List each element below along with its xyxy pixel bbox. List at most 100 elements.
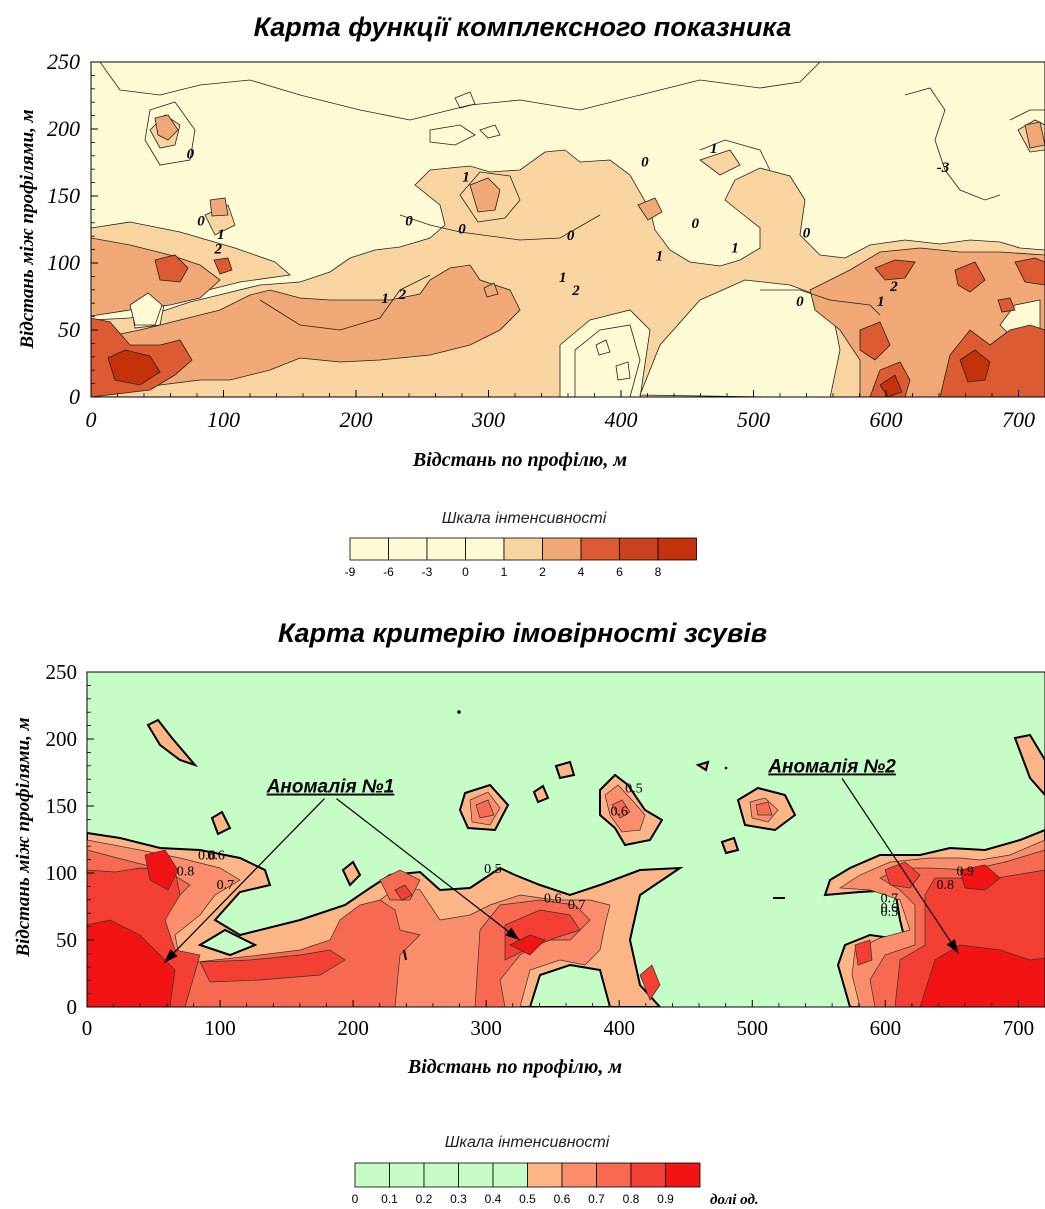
anomaly-label-2: Аномалія №2 [767,757,896,778]
plot1-y-tick-label: 200 [47,116,80,141]
contour-label: 2 [213,242,222,258]
colorbar-tick-label: -9 [345,565,356,579]
contour-label: 0 [796,294,804,310]
colorbar-tick-label: 0.9 [657,1192,674,1206]
x-axis-label-2: Відстань по профілю, м [407,1056,623,1078]
colorbar-swatch [465,537,505,561]
annotation-arrowhead [505,927,520,940]
colorbar-tick-label: 0.8 [623,1192,640,1206]
contour-label: 1 [381,291,389,307]
plot1-x-tick-label: 200 [340,407,373,432]
colorbar-swatch [596,1162,632,1188]
colorbar-swatch [458,1162,494,1188]
colorbar-swatch [527,1162,563,1188]
contour-map-2: 0.60.60.70.8 0.50.6 0.70.50.60.70.60.50.80… [46,660,1045,1040]
colorbar-swatch [354,1162,390,1188]
colorbar-swatch [492,1162,528,1188]
plot2-y-tick-label: 50 [56,928,77,952]
contour-label: 0 [567,228,575,244]
colorbar-tick-label: 0.7 [588,1192,605,1206]
colorbar-tick-label: 1 [501,565,508,579]
contour-label: 0 [405,213,413,229]
plot1-x-tick-label: 100 [207,407,240,432]
contour-fill-1 [91,62,1045,397]
x-axis-label-1: Відстань по профілю, м [412,449,628,471]
contour-label: 1 [731,240,739,256]
plot2-x-tick-label: 200 [337,1016,369,1040]
contour-label: 0 [197,213,205,229]
contour-label: 0 [187,146,195,162]
contour-labels-2: 0.60.60.70.8 0.50.6 0.70.50.60.70.60.50.80… [177,782,974,920]
anomaly-label-1: Аномалія №1 [266,777,395,798]
colorbar-swatch [503,537,543,561]
contour-label: 0.6 [198,849,216,864]
contour-label: 0.7 [881,891,899,906]
contour-label: 1 [559,270,567,286]
annotation-arrow [163,798,325,964]
plot1-y-tick-label: 50 [58,317,80,342]
colorbar-title-2: Шкала інтенсивності [444,1134,610,1151]
contour-fill-2 [87,672,1045,1007]
annotation-arrow [336,798,520,941]
plot2-x-tick-label: 300 [470,1016,502,1040]
plot1-x-tick-label: 700 [1002,407,1035,432]
colorbar-swatch [561,1162,597,1188]
contour-label: 0 [641,155,649,171]
colorbar-tick-label: -6 [383,565,394,579]
annotations-2: Аномалія №1 Аномалія №2 [163,757,960,964]
annotation-arrowhead [946,938,959,954]
colorbar-tick-label: -3 [422,565,433,579]
contour-label: 2 [889,279,898,295]
contour-label: 1 [462,169,470,185]
plot2-y-tick-label: 150 [46,794,78,818]
colorbar-swatch [389,1162,425,1188]
contour-label: -3 [937,160,950,176]
colorbar-swatch [388,537,428,561]
contour-label: 0.5 [625,782,643,797]
contour-label: 0.7 [568,898,586,913]
plot1-y-tick-label: 250 [47,49,80,74]
colorbar-tick-label: 2 [539,565,546,579]
colorbar-1: -9 -6 -3 0 1 2 4 6 8 [345,537,697,579]
contour-label: 2 [398,287,407,303]
plot2-y-tick-label: 100 [46,861,78,885]
colorbar-swatch [630,1162,666,1188]
colorbar-tick-label: 0.5 [519,1192,536,1206]
contour-label: 0.5 [881,905,899,920]
colorbar-swatch [349,537,389,561]
colorbar-swatch [657,537,697,561]
contour-label: 0.8 [936,878,954,893]
colorbar-title-1: Шкала інтенсивності [441,510,607,527]
contour-label: 1 [217,227,225,243]
chart-title-1: Карта функції комплексного показника [253,12,792,42]
plot1-y-tick-label: 100 [47,250,80,275]
plot2-x-tick-label: 700 [1003,1016,1035,1040]
plot1-x-tick-label: 0 [86,407,97,432]
colorbar-swatch [426,537,466,561]
contour-label: 0.6 [610,804,628,819]
contour-label: 0.9 [956,865,974,880]
plot2-y-tick-label: 200 [46,727,78,751]
contour-label: 0.6 [881,901,899,916]
plot2-x-tick-label: 0 [82,1016,93,1040]
contour-label: 2 [571,283,580,299]
contour-label: 0.5 [484,862,502,877]
colorbar-tick-label: 6 [616,565,623,579]
plot1-x-tick-label: 600 [870,407,903,432]
colorbar-tick-label: 8 [655,565,662,579]
colorbar-swatch [665,1162,701,1188]
plot2-x-tick-label: 500 [737,1016,769,1040]
colorbar-2: 0 0.1 0.2 0.3 0.4 0.5 0.6 0.7 0.8 0.9 долі од. [352,1162,759,1208]
colorbar-tick-label: 0 [462,565,469,579]
colorbar-tick-label: 0 [352,1192,359,1206]
colorbar-swatch [423,1162,459,1188]
contour-label: 0 [691,216,699,232]
colorbar-tick-label: 0.1 [381,1192,398,1206]
colorbar-tick-label: 0.4 [485,1192,502,1206]
plot2-y-tick-label: 250 [46,660,78,684]
contour-label: 1 [877,294,885,310]
plot2-x-tick-label: 100 [204,1016,236,1040]
contour-label: 1 [710,141,718,157]
